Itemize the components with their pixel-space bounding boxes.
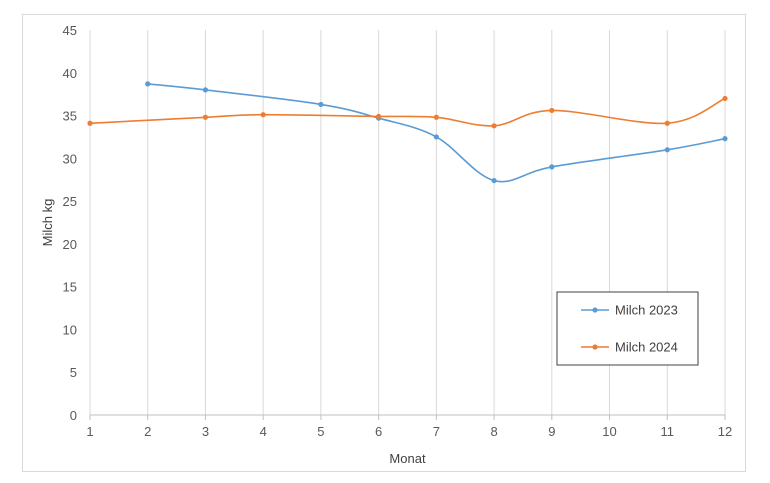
series-layer xyxy=(87,81,728,184)
y-tick-label: 5 xyxy=(70,365,77,380)
y-tick-label: 20 xyxy=(63,237,77,252)
legend-label-milch-2023: Milch 2023 xyxy=(615,303,678,318)
data-point-milch-2024 xyxy=(722,95,728,102)
x-tick-label: 7 xyxy=(433,424,440,439)
series-milch-2023 xyxy=(145,81,728,184)
data-point-milch-2024 xyxy=(376,113,382,120)
axes: 1 2 3 4 5 6 7 8 9 10 11 12051015202530354045MonatMi… xyxy=(40,23,732,466)
data-point-milch-2023 xyxy=(722,136,728,142)
x-tick-label: 1 xyxy=(86,424,93,439)
data-point-milch-2023 xyxy=(433,134,439,140)
data-point-milch-2023 xyxy=(491,177,497,184)
y-tick-label: 30 xyxy=(63,151,77,166)
x-tick-label: 8 xyxy=(490,424,497,439)
x-tick-label: 10 xyxy=(602,424,616,439)
chart-container: 1 2 3 4 5 6 7 8 9 10 11 12 0 5 10 15 20 25 30 35 40 45 Monat Mi… xyxy=(22,14,746,472)
line-chart: 1 2 3 4 5 6 7 8 9 10 11 12051015202530354045MonatMi… xyxy=(40,23,732,466)
data-point-milch-2024 xyxy=(260,112,266,118)
x-tick-label: 3 xyxy=(202,424,209,439)
data-point-milch-2023 xyxy=(202,87,209,93)
y-tick-label: 15 xyxy=(63,280,77,295)
x-tick-label: 9 xyxy=(548,424,555,439)
legend-box xyxy=(556,291,699,366)
y-axis-title: Milch kg xyxy=(40,199,55,247)
x-tick-label: 12 xyxy=(718,424,732,439)
legend-marker-milch-2024 xyxy=(592,344,598,350)
data-point-milch-2024 xyxy=(549,107,555,114)
y-tick-label: 40 xyxy=(63,66,77,81)
data-point-milch-2023 xyxy=(318,101,324,108)
legend: Milch 2023 Milch 2024 xyxy=(556,291,699,366)
y-tick-label: 0 xyxy=(70,408,77,423)
legend-marker-milch-2023 xyxy=(592,307,598,313)
x-tick-label: 5 xyxy=(317,424,324,439)
data-point-milch-2023 xyxy=(549,164,555,170)
y-tick-label: 25 xyxy=(63,194,77,209)
x-tick-label: 4 xyxy=(260,424,267,439)
x-axis-title: Monat xyxy=(389,451,426,466)
series-line-milch-2024 xyxy=(89,97,726,127)
data-point-milch-2024 xyxy=(664,120,670,126)
data-point-milch-2023 xyxy=(145,81,151,87)
data-point-milch-2024 xyxy=(87,120,93,126)
y-tick-label: 10 xyxy=(63,322,77,337)
legend-label-milch-2024: Milch 2024 xyxy=(615,340,678,355)
data-point-milch-2023 xyxy=(664,147,670,153)
y-tick-label: 45 xyxy=(63,23,77,38)
data-point-milch-2024 xyxy=(202,114,209,120)
data-point-milch-2024 xyxy=(433,114,439,120)
data-point-milch-2024 xyxy=(491,123,497,129)
x-tick-label: 6 xyxy=(375,424,382,439)
series-milch-2024 xyxy=(87,95,728,129)
y-tick-label: 35 xyxy=(63,109,77,124)
x-tick-label: 2 xyxy=(144,424,151,439)
x-tick-label: 11 xyxy=(661,424,675,439)
